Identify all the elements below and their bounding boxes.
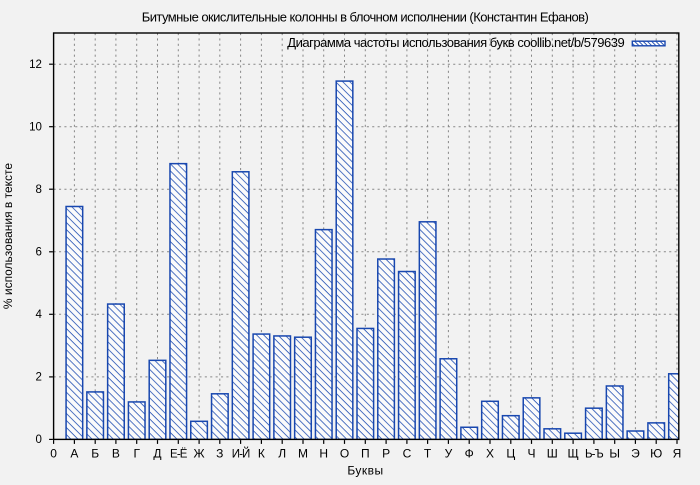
svg-text:М: М [298, 446, 308, 460]
svg-text:Ш: Ш [547, 446, 558, 460]
svg-text:Б: Б [91, 446, 99, 460]
svg-text:С: С [403, 446, 412, 460]
svg-text:0: 0 [50, 446, 57, 460]
svg-text:% использования в тексте: % использования в тексте [1, 163, 15, 309]
svg-text:10: 10 [29, 121, 42, 133]
svg-text:П: П [361, 446, 370, 460]
svg-text:Е-Ё: Е-Ё [170, 448, 188, 460]
svg-text:0: 0 [35, 434, 41, 446]
svg-text:6: 6 [35, 246, 41, 258]
svg-text:Ы: Ы [609, 446, 620, 460]
svg-text:2: 2 [35, 372, 41, 384]
svg-text:Э: Э [631, 446, 640, 460]
svg-text:О: О [340, 446, 349, 460]
svg-text:4: 4 [35, 309, 42, 321]
svg-text:Г: Г [133, 446, 140, 460]
svg-text:8: 8 [35, 184, 41, 196]
svg-text:Диаграмма частоты использовани: Диаграмма частоты использования букв coo… [287, 35, 624, 50]
svg-text:Я: Я [673, 446, 682, 460]
svg-text:12: 12 [29, 59, 42, 71]
svg-text:В: В [112, 446, 120, 460]
svg-text:Ч: Ч [528, 446, 536, 460]
svg-text:Ь-Ъ: Ь-Ъ [585, 448, 604, 460]
svg-text:Н: Н [319, 446, 328, 460]
svg-text:Ц: Ц [506, 446, 515, 460]
svg-text:Л: Л [278, 446, 286, 460]
svg-text:Ю: Ю [650, 446, 662, 460]
svg-text:Ж: Ж [194, 446, 205, 460]
svg-text:Щ: Щ [567, 446, 578, 460]
svg-text:Д: Д [153, 446, 161, 460]
svg-text:З: З [216, 446, 223, 460]
svg-text:Буквы: Буквы [347, 464, 383, 478]
svg-text:К: К [258, 446, 265, 460]
svg-text:А: А [70, 446, 78, 460]
svg-text:Т: Т [424, 446, 432, 460]
svg-text:Х: Х [486, 446, 494, 460]
svg-text:Битумные окислительные колонны: Битумные окислительные колонны в блочном… [142, 9, 589, 24]
svg-text:Ф: Ф [465, 446, 474, 460]
svg-text:У: У [445, 446, 453, 460]
svg-text:И-Й: И-Й [232, 447, 250, 460]
svg-text:Р: Р [382, 446, 390, 460]
